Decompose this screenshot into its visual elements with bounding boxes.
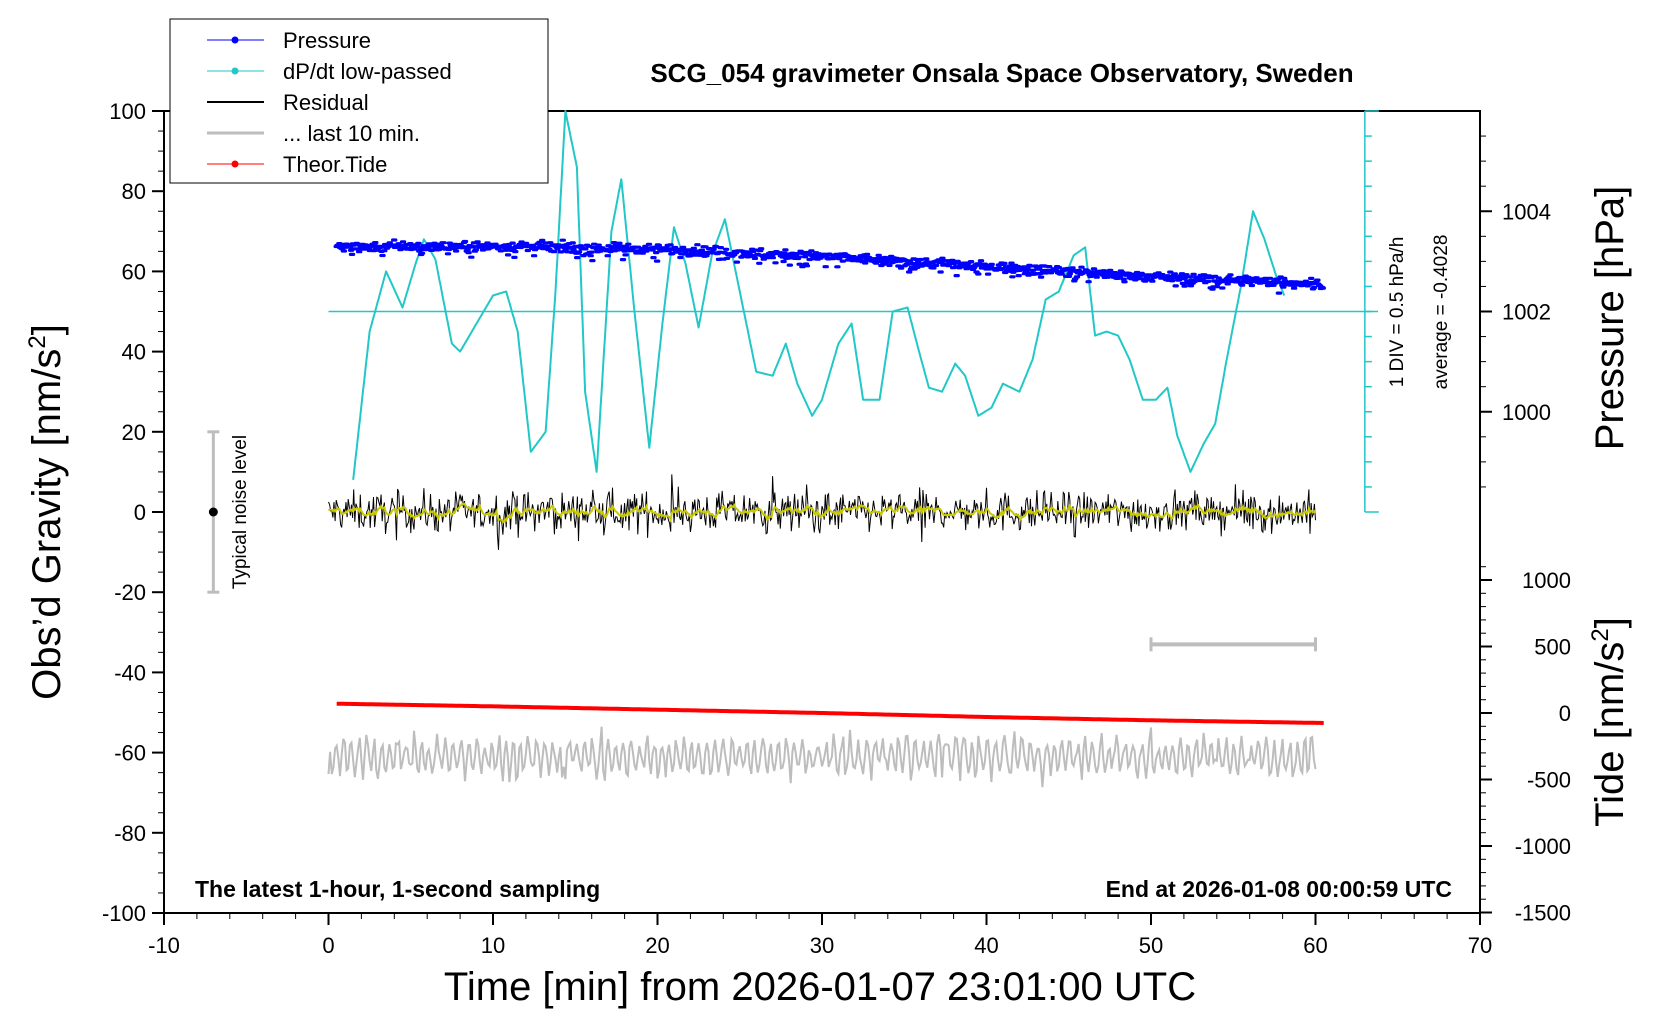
y-tick-label-left: 60 bbox=[122, 259, 146, 284]
y-tick-label-pressure: 1000 bbox=[1502, 400, 1551, 425]
legend-tide-label: Theor.Tide bbox=[283, 152, 387, 177]
last10-layer bbox=[327, 637, 1317, 788]
legend: Pressure dP/dt low-passed Residual ... l… bbox=[169, 18, 549, 184]
x-tick-label: 40 bbox=[974, 933, 998, 958]
axes-layer: -10 0 10 20 30 40 50 60 70100806040200-20-40-60-… bbox=[102, 99, 1571, 958]
y-tick-label-left: -100 bbox=[102, 901, 146, 926]
y-tick-label-left: -80 bbox=[114, 821, 146, 846]
x-tick-label: 50 bbox=[1139, 933, 1163, 958]
x-axis-label: Time [min] from 2026-01-07 23:01:00 UTC bbox=[444, 965, 1196, 1009]
legend-pressure-marker bbox=[231, 36, 239, 44]
residual-layer bbox=[327, 474, 1317, 550]
legend-dpdt-label: dP/dt low-passed bbox=[283, 59, 452, 84]
y-tick-label-tide: 500 bbox=[1534, 635, 1571, 660]
x-tick-label: 70 bbox=[1468, 933, 1492, 958]
y-axis-label-left: Obs’d Gravity [nm/s2] bbox=[24, 324, 69, 700]
y-axis-label-tide: Tide [nm/s2] bbox=[1587, 617, 1632, 827]
x-tick-label: -10 bbox=[148, 933, 180, 958]
residual-line bbox=[328, 474, 1316, 550]
bottom-left-note: The latest 1-hour, 1-second sampling bbox=[195, 876, 600, 902]
legend-pressure-label: Pressure bbox=[283, 28, 371, 53]
noise-label: Typical noise level bbox=[230, 435, 251, 589]
tide-line bbox=[336, 701, 1324, 725]
y-axis-label-pressure: Pressure [hPa] bbox=[1588, 186, 1632, 451]
chart-title: SCG_054 gravimeter Onsala Space Observat… bbox=[650, 58, 1353, 88]
y-tick-label-tide: 1000 bbox=[1522, 568, 1571, 593]
y-tick-label-tide: -1500 bbox=[1515, 901, 1571, 926]
dpdt-layer bbox=[328, 110, 1379, 513]
legend-tide-marker bbox=[231, 160, 239, 168]
x-tick-label: 30 bbox=[810, 933, 834, 958]
y-tick-label-tide: 0 bbox=[1559, 701, 1571, 726]
y-tick-label-left: 100 bbox=[109, 99, 146, 124]
tide-layer bbox=[336, 701, 1324, 725]
div-label: 1 DIV = 0.5 hPa/h bbox=[1387, 237, 1408, 388]
x-tick-label: 60 bbox=[1303, 933, 1327, 958]
y-tick-label-pressure: 1002 bbox=[1502, 300, 1551, 325]
y-tick-label-left: -40 bbox=[114, 660, 146, 685]
bottom-right-note: End at 2026-01-08 00:00:59 UTC bbox=[1106, 876, 1452, 902]
y-tick-label-left: 80 bbox=[122, 179, 146, 204]
x-tick-label: 10 bbox=[481, 933, 505, 958]
x-tick-label: 0 bbox=[322, 933, 334, 958]
residual-smoothed-line bbox=[327, 502, 1317, 524]
pressure-dots bbox=[333, 238, 1326, 295]
y-tick-label-left: -60 bbox=[114, 741, 146, 766]
legend-dpdt-marker bbox=[231, 67, 239, 75]
noise-bar bbox=[207, 430, 220, 594]
y-tick-label-pressure: 1004 bbox=[1502, 199, 1551, 224]
y-tick-label-tide: -500 bbox=[1527, 768, 1571, 793]
y-tick-label-tide: -1000 bbox=[1515, 834, 1571, 859]
legend-residual-label: Residual bbox=[283, 90, 369, 115]
y-tick-label-left: 0 bbox=[134, 500, 146, 525]
noise-bar-dot bbox=[208, 507, 218, 517]
average-label: average = -0.4028 bbox=[1431, 235, 1452, 390]
dpdt-curve bbox=[352, 110, 1286, 481]
y-tick-label-left: 40 bbox=[122, 340, 146, 365]
legend-last10-label: ... last 10 min. bbox=[283, 121, 420, 146]
last10-line bbox=[327, 726, 1317, 788]
pressure-layer bbox=[333, 238, 1326, 295]
x-tick-label: 20 bbox=[645, 933, 669, 958]
y-tick-label-left: 20 bbox=[122, 420, 146, 445]
y-tick-label-left: -20 bbox=[114, 580, 146, 605]
